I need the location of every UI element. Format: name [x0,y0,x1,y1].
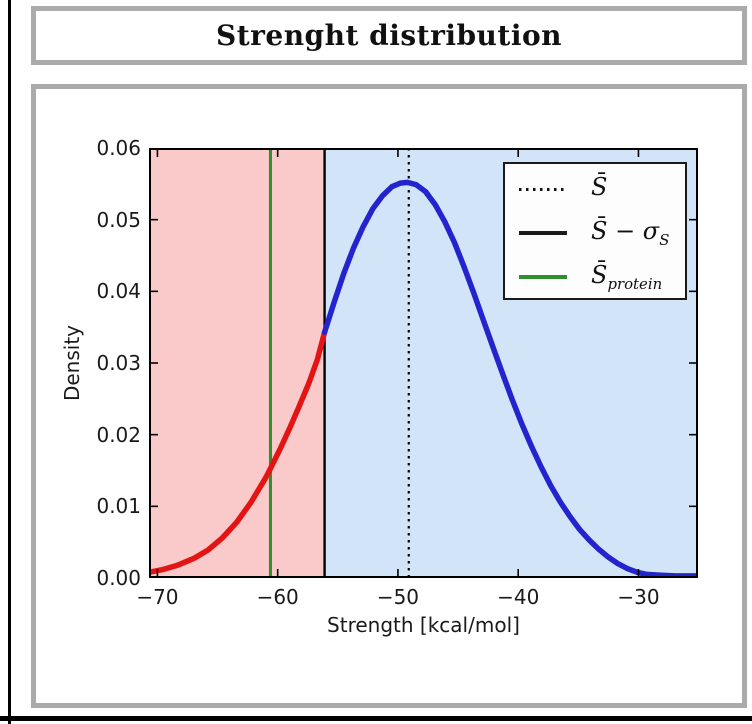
legend-label-text: S̄ [591,173,608,202]
figure-box: −70 −60 −50 −40 −30 0.00 0.01 0.02 0.03 0.04 0.05 0… [31,84,747,708]
legend-label-subscript: protein [607,274,663,293]
legend-label-text: S̄ [591,261,608,290]
plot-frame [149,148,698,578]
legend-item-mean-minus-sigma: S̄ − σS [505,211,685,255]
x-axis-label: Strength [kcal/mol] [327,613,520,637]
dotted-line-sample [519,187,567,191]
y-tick-label: 0.02 [96,422,141,447]
series-density-above-threshold [321,179,698,578]
legend-label-text: S̄ − σ [591,217,660,246]
y-tick-label: 0.04 [96,279,141,304]
legend-label-mean: S̄ [591,173,607,205]
legend: S̄ S̄ − σS S̄protein [503,162,687,300]
figure-title: Strenght distribution [215,19,563,52]
x-tick-label: −60 [256,585,299,609]
title-box: Strenght distribution [31,6,747,65]
green-line-sample [519,275,567,279]
legend-label-mean-minus-sigma: S̄ − σS [591,217,669,249]
legend-label-protein: S̄protein [591,261,662,293]
y-tick-label: 0.06 [96,136,141,160]
region-below-threshold [149,148,325,578]
series-density-below-threshold [149,329,328,576]
solid-line-sample [519,231,567,235]
y-tick-label: 0.03 [96,351,141,375]
x-tick-label: −50 [376,585,420,609]
y-axis-label: Density [60,324,84,402]
y-tick-label: 0.05 [96,207,141,232]
x-tick-label: −70 [136,585,179,609]
x-tick-label: −40 [497,585,540,609]
legend-item-mean: S̄ [505,167,685,211]
x-tick-label: −30 [617,585,660,609]
window-left-edge [8,0,11,724]
legend-label-subscript: S [659,230,670,249]
y-tick-label: 0.00 [96,566,141,590]
legend-item-protein: S̄protein [505,255,685,299]
y-tick-label: 0.01 [96,494,141,519]
window-bottom-edge [0,716,752,721]
